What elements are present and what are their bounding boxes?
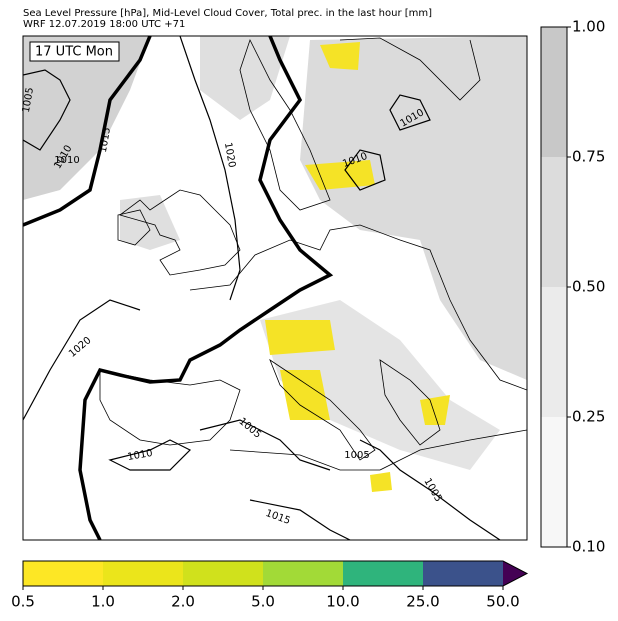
colorbar-band — [541, 287, 567, 417]
rain-area — [370, 472, 392, 492]
coastline — [239, 38, 331, 211]
rain-area — [280, 370, 330, 420]
isobar-label: 1005 — [21, 87, 36, 114]
precip-colorbar: 0.5 1.0 2.0 5.0 10.0 25.0 50.0 — [11, 560, 529, 611]
isobar-line — [249, 499, 351, 540]
colorbar-band — [541, 417, 567, 547]
time-label: 17 UTC Mon — [35, 45, 113, 60]
isobar-line — [179, 36, 241, 301]
colorbar-tick-label: 2.0 — [171, 593, 195, 611]
map-frame — [22, 35, 528, 541]
colorbar-band — [183, 561, 263, 586]
time-label-box — [29, 41, 120, 62]
isobar-1015 — [23, 36, 152, 227]
colorbar-tick-label: 0.75 — [572, 148, 605, 166]
coastline — [339, 37, 481, 101]
colorbar-band — [263, 561, 343, 586]
isobar-line — [389, 94, 431, 131]
map-content — [23, 36, 527, 540]
isobar-line — [23, 299, 141, 421]
colorbar-tick-label: 1.0 — [91, 593, 115, 611]
colorbar-band — [423, 561, 503, 586]
isobar-1015 — [78, 36, 334, 540]
isobar-line — [23, 69, 71, 151]
coastline — [99, 369, 241, 446]
isobar-label: 1015 — [98, 127, 113, 154]
cloud-area — [200, 36, 290, 120]
colorbar-frame — [22, 560, 529, 587]
colorbar-band — [541, 27, 567, 157]
isobar-line — [108, 439, 192, 471]
coastline — [119, 189, 241, 276]
colorbar-band — [23, 561, 103, 586]
rain-area — [420, 395, 450, 425]
cloud-colorbar: 0.10 0.25 0.50 0.75 1.00 — [540, 18, 605, 556]
colorbar-tick-label: 0.25 — [572, 408, 605, 426]
colorbar-tick-label: 50.0 — [486, 593, 519, 611]
colorbar-tick-label: 0.10 — [572, 538, 605, 556]
isobar-line — [344, 149, 386, 191]
coastline — [189, 224, 527, 391]
colorbar-tick-label: 10.0 — [326, 593, 359, 611]
subtitle-line: WRF 12.07.2019 18:00 UTC +71 — [23, 19, 185, 30]
colorbar-tick-label: 1.00 — [572, 18, 605, 36]
colorbar-band — [103, 561, 183, 586]
coastline — [229, 429, 527, 471]
cloud-area — [300, 36, 527, 380]
coastline — [379, 359, 441, 446]
colorbar-band — [343, 561, 423, 586]
isobar-line — [359, 439, 501, 540]
colorbar-tick-label: 0.5 — [11, 593, 35, 611]
rain-area — [320, 42, 360, 70]
isobar-label: 1020 — [222, 142, 237, 169]
colorbar-tick-label: 0.50 — [572, 278, 605, 296]
coastline — [117, 209, 151, 246]
colorbar-tick-label: 25.0 — [406, 593, 439, 611]
rain-area — [305, 160, 375, 190]
colorbar-tick-label: 5.0 — [251, 593, 275, 611]
rain-area — [265, 320, 335, 355]
coastline — [269, 358, 376, 461]
title-line: Sea Level Pressure [hPa], Mid-Level Clou… — [23, 8, 432, 19]
isobar-label: 1010 — [54, 155, 79, 166]
isobar-line — [199, 419, 331, 471]
colorbar-band — [541, 157, 567, 287]
isobar-label: 1005 — [344, 450, 369, 461]
isobar-label: 1010 — [127, 448, 154, 463]
colorbar-extend — [503, 561, 527, 586]
